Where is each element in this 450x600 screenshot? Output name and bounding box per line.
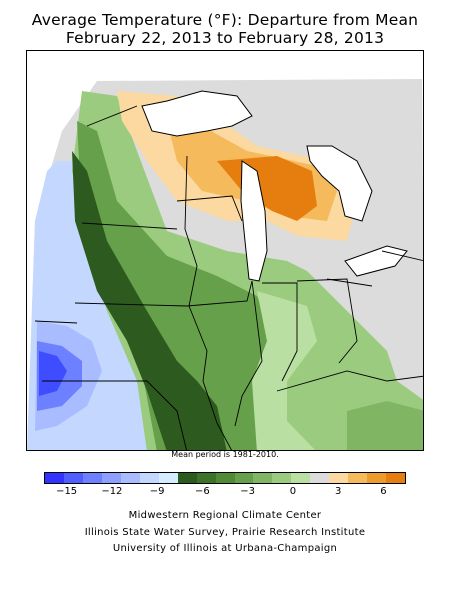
mean-period-note: Mean period is 1981-2010. bbox=[171, 450, 279, 459]
state-borders bbox=[34, 105, 423, 450]
zone-light-green-east bbox=[252, 291, 317, 450]
credit-isws: Illinois State Water Survey, Prairie Res… bbox=[84, 527, 366, 538]
legend-tick-labels: −15 −12 −9 −6 −3 0 3 6 bbox=[44, 484, 406, 504]
legend-swatch bbox=[82, 473, 102, 483]
map-canvas bbox=[27, 79, 423, 450]
legend-swatch bbox=[348, 473, 368, 483]
legend-swatch bbox=[367, 473, 387, 483]
zone-mid-green bbox=[77, 121, 277, 450]
legend-swatch bbox=[120, 473, 140, 483]
color-scale-legend bbox=[44, 472, 406, 484]
legend-swatch bbox=[45, 473, 64, 483]
legend-swatch bbox=[291, 473, 311, 483]
legend-swatch bbox=[215, 473, 235, 483]
legend-tick-label: 6 bbox=[380, 486, 387, 497]
legend-swatch bbox=[234, 473, 254, 483]
legend-tick-label: 3 bbox=[334, 486, 342, 497]
legend-swatch bbox=[101, 473, 121, 483]
legend-swatch bbox=[139, 473, 159, 483]
legend-swatch bbox=[63, 473, 83, 483]
legend-tick-label: −15 bbox=[56, 486, 78, 497]
legend-swatch bbox=[386, 473, 406, 483]
legend-tick-label: −12 bbox=[101, 486, 123, 497]
legend-tick-label: −3 bbox=[240, 486, 255, 497]
legend-swatch bbox=[329, 473, 349, 483]
legend-tick-label: −6 bbox=[195, 486, 210, 497]
zone-coldest-southwest bbox=[39, 351, 67, 396]
map-date-range: February 22, 2013 to February 28, 2013 bbox=[65, 29, 385, 47]
lake-superior bbox=[141, 90, 253, 137]
legend-swatch bbox=[253, 473, 273, 483]
legend-tick-label: 0 bbox=[289, 486, 297, 497]
lake-michigan bbox=[240, 160, 268, 282]
zone-neutral-northeast bbox=[297, 251, 423, 380]
temperature-departure-map bbox=[26, 50, 424, 451]
legend-swatch bbox=[272, 473, 292, 483]
credit-uiuc: University of Illinois at Urbana-Champai… bbox=[112, 543, 338, 554]
legend-swatch bbox=[196, 473, 216, 483]
legend-swatch bbox=[310, 473, 330, 483]
lake-huron bbox=[306, 145, 373, 222]
legend-tick-label: −9 bbox=[149, 486, 165, 497]
zone-dark-green-plains bbox=[72, 151, 227, 450]
legend-swatch bbox=[177, 473, 197, 483]
credit-mrcc: Midwestern Regional Climate Center bbox=[128, 510, 322, 521]
legend-swatch bbox=[158, 473, 178, 483]
map-title: Average Temperature (°F): Departure from… bbox=[31, 11, 419, 29]
zone-green-southeast bbox=[347, 401, 423, 450]
